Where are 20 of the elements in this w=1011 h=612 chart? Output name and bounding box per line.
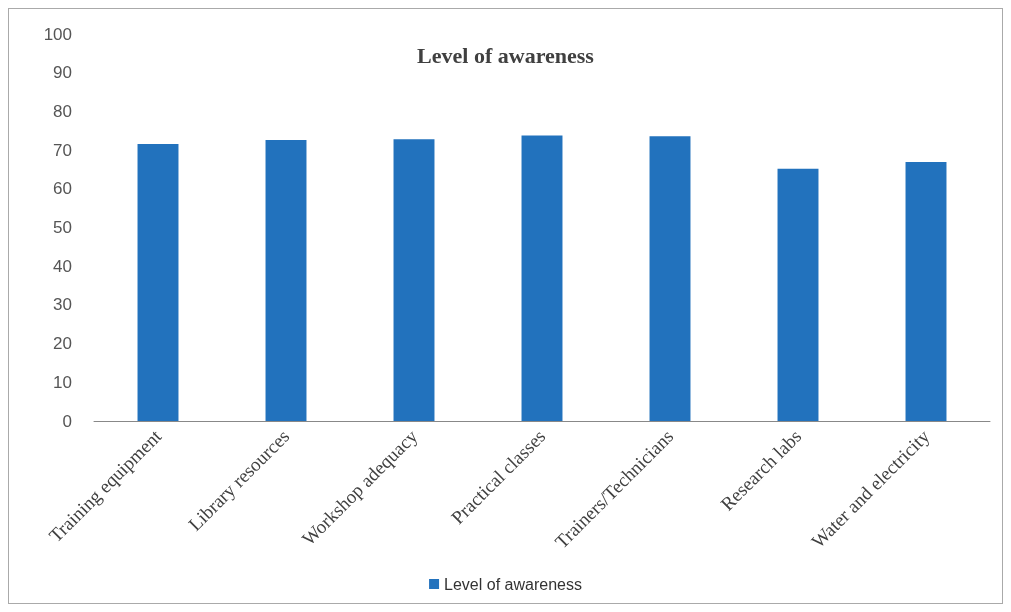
bar — [521, 135, 563, 421]
y-tick-label: 40 — [53, 256, 72, 276]
bar — [393, 139, 435, 421]
bar — [265, 140, 307, 421]
bar — [777, 168, 819, 421]
y-tick-label: 60 — [53, 179, 72, 199]
chart-title: Level of awareness — [417, 42, 595, 68]
y-tick-label: 90 — [53, 63, 72, 83]
bar — [905, 162, 947, 421]
bar — [649, 136, 691, 421]
y-tick-label: 10 — [53, 372, 72, 392]
y-tick-label: 50 — [53, 218, 72, 237]
legend-label: Level of awareness — [444, 575, 582, 593]
y-tick-label: 0 — [62, 411, 72, 431]
y-tick-label: 20 — [53, 334, 72, 354]
y-tick-label: 100 — [43, 24, 72, 44]
bar — [137, 143, 179, 421]
y-tick-label: 30 — [53, 295, 72, 315]
y-tick-label: 70 — [53, 140, 72, 160]
y-tick-label: 80 — [53, 101, 72, 121]
